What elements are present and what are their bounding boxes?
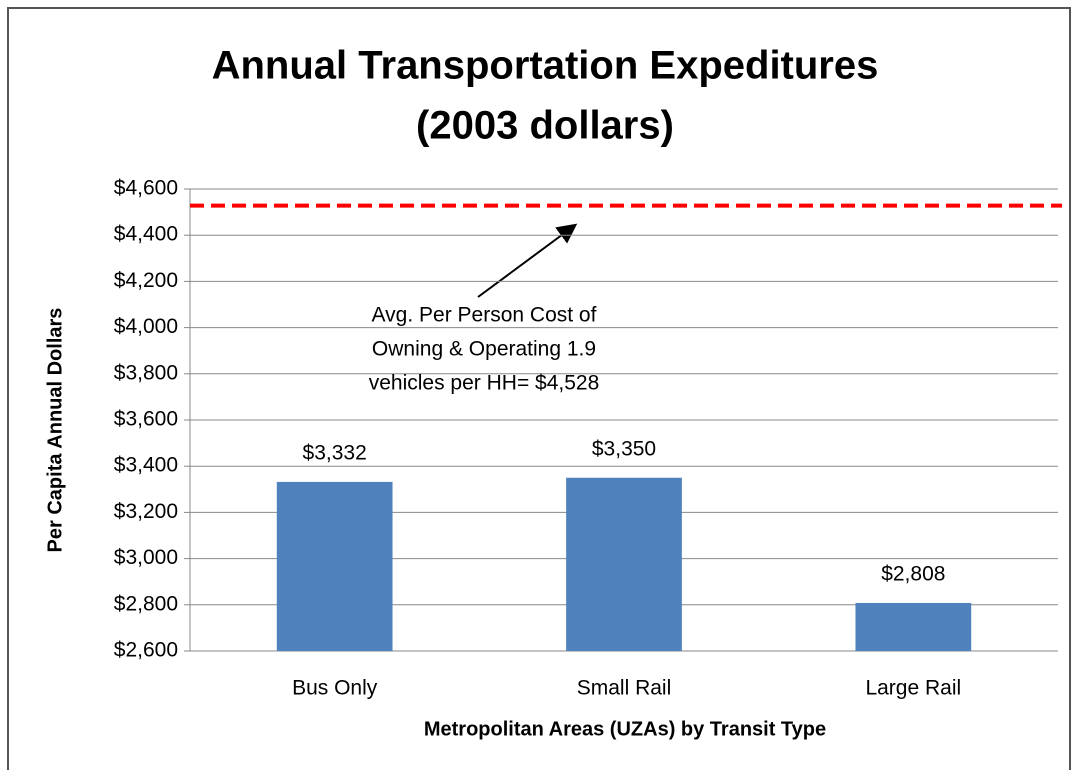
y-axis-label: Per Capita Annual Dollars [44,308,66,553]
y-tick-label: $4,200 [114,269,178,292]
y-tick-label: $3,600 [114,408,178,431]
bar [566,477,682,651]
annotation: Avg. Per Person Cost of [372,304,597,327]
x-axis-label: Metropolitan Areas (UZAs) by Transit Typ… [424,718,826,740]
y-tick-label: $4,000 [114,315,178,338]
y-tick-label: $4,400 [114,223,178,246]
x-tick-label: Small Rail [577,677,672,700]
x-tick-label: Large Rail [865,677,961,700]
chart-title: Annual Transportation Expeditures [212,44,879,88]
x-tick-label: Bus Only [292,677,378,700]
y-tick-label: $2,800 [114,592,178,615]
y-tick-label: $3,200 [114,500,178,523]
data-label: $2,808 [881,562,945,585]
bar [276,481,393,651]
y-tick-label: $3,400 [114,454,178,477]
annotation: Owning & Operating 1.9 [372,338,596,361]
annotation: vehicles per HH= $4,528 [369,372,600,395]
y-tick-label: $3,000 [114,546,178,569]
y-tick-label: $3,800 [114,361,178,384]
y-tick-label: $2,600 [114,639,178,662]
annotation-arrow [477,223,578,298]
bar [855,602,972,651]
y-tick-label: $4,600 [114,177,178,200]
data-label: $3,350 [592,437,656,460]
data-label: $3,332 [303,441,367,464]
chart-title: (2003 dollars) [416,104,674,148]
